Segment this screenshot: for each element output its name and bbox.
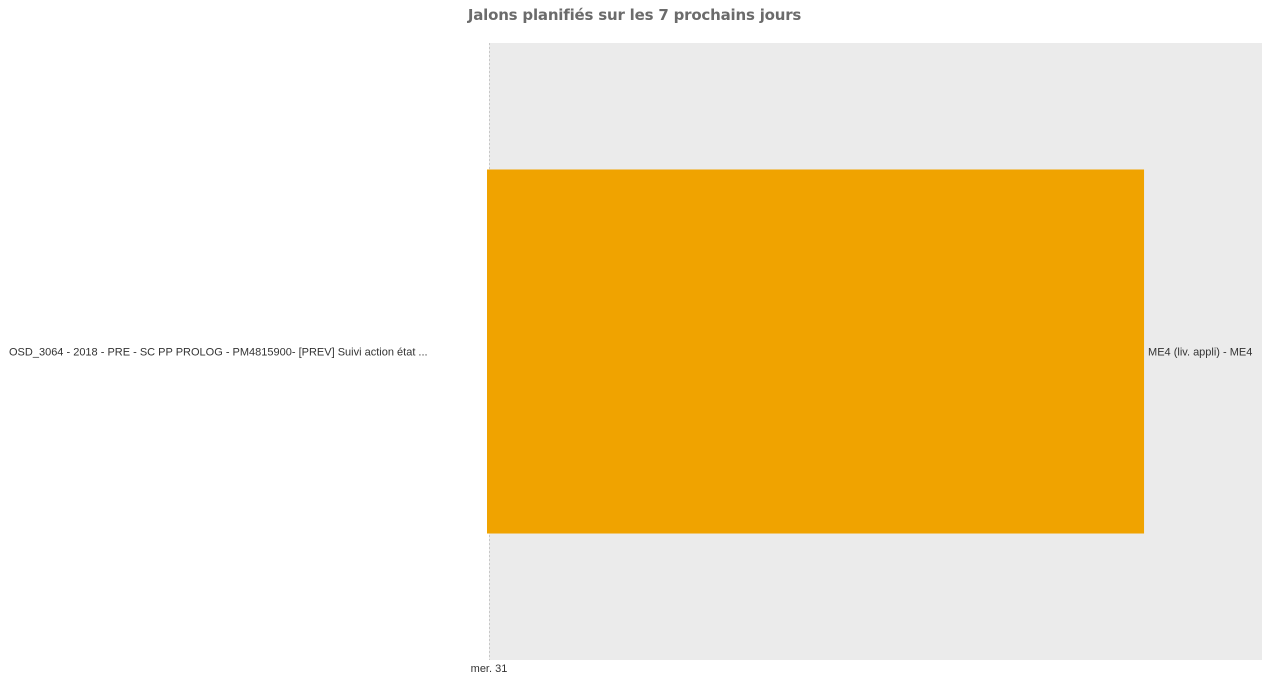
bar[interactable]: [487, 169, 1145, 534]
bar-data-label: ME4 (liv. appli) - ME4: [1148, 347, 1252, 359]
x-tick-label: mer. 31: [471, 663, 508, 675]
bars-layer: ME4 (liv. appli) - ME4: [487, 169, 1252, 534]
category-label: OSD_3064 - 2018 - PRE - SC PP PROLOG - P…: [9, 347, 428, 359]
x-tick-labels: mer. 31: [471, 663, 508, 675]
category-labels: OSD_3064 - 2018 - PRE - SC PP PROLOG - P…: [9, 347, 428, 359]
chart-title: Jalons planifiés sur les 7 prochains jou…: [467, 6, 802, 24]
